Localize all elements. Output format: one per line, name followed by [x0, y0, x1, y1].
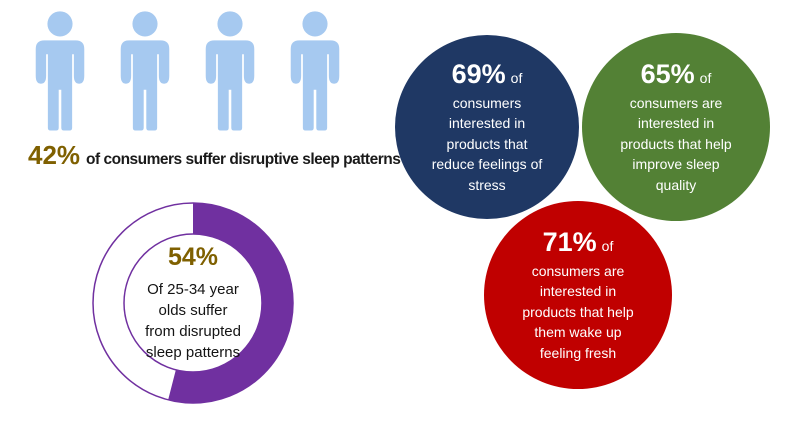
bubble-line: improve sleep	[632, 156, 720, 173]
bubble-line: interested in	[448, 115, 526, 132]
headline-text: of consumers suffer disruptive sleep pat…	[86, 151, 401, 168]
bubble-percent-suffix: of	[699, 69, 712, 86]
person-head	[132, 11, 158, 37]
bubble-percent: 65%	[640, 58, 695, 89]
headline: 42% of consumers suffer disruptive sleep …	[28, 140, 401, 171]
person-body	[35, 40, 85, 131]
bubble-percent-line: 69% of	[452, 59, 523, 90]
person-body	[205, 40, 255, 131]
bubble-line: consumers	[452, 94, 522, 111]
donut-segment	[168, 203, 293, 403]
bubble-line: quality	[655, 176, 697, 193]
person-head	[47, 11, 73, 37]
bubble-line: products that help	[620, 135, 732, 152]
donut-line: olds suffer	[158, 302, 228, 319]
bubble-percent-line: 65% of	[641, 59, 712, 90]
bubble-percent: 71%	[542, 226, 597, 257]
bubble-line: consumers are	[531, 262, 625, 279]
donut-line: Of 25-34 year	[147, 281, 239, 298]
donut-line: from disrupted	[145, 323, 241, 340]
bubble-percent-suffix: of	[510, 69, 523, 86]
headline-percent: 42%	[28, 140, 81, 170]
person-body	[120, 40, 170, 131]
donut-svg	[92, 202, 294, 404]
bubble-sleep-quality: 65% of consumers are interested in produc…	[582, 33, 770, 221]
bubble-percent: 69%	[451, 58, 506, 89]
donut-label: 54% Of 25-34 year olds suffer from disru…	[123, 233, 263, 373]
bubble-percent-suffix: of	[601, 237, 614, 254]
person-head	[302, 11, 328, 37]
people-icons	[34, 9, 341, 135]
person-icon	[290, 11, 340, 131]
donut-value: 54%	[167, 243, 219, 271]
bubble-line: products that help	[522, 303, 634, 320]
bubble-line: interested in	[539, 283, 617, 300]
bubble-percent-line: 71% of	[543, 227, 614, 258]
person-icon	[205, 11, 255, 131]
bubble-line: them wake up	[534, 324, 622, 341]
person-icon	[35, 11, 85, 131]
bubble-line: consumers are	[629, 94, 723, 111]
person-icon	[120, 11, 170, 131]
donut-chart: 54% Of 25-34 year olds suffer from disru…	[90, 200, 296, 406]
bubble-stress: 69% of consumers interested in products t…	[395, 35, 579, 219]
bubble-line: reduce feelings of	[431, 156, 543, 173]
person-body	[290, 40, 340, 131]
bubble-wake-fresh: 71% of consumers are interested in produc…	[484, 201, 672, 389]
bubble-line: products that	[446, 135, 528, 152]
donut-line: sleep patterns	[145, 344, 241, 361]
person-head	[217, 11, 243, 37]
bubble-line: interested in	[637, 115, 715, 132]
bubble-line: feeling fresh	[539, 344, 617, 361]
bubble-line: stress	[468, 176, 506, 193]
